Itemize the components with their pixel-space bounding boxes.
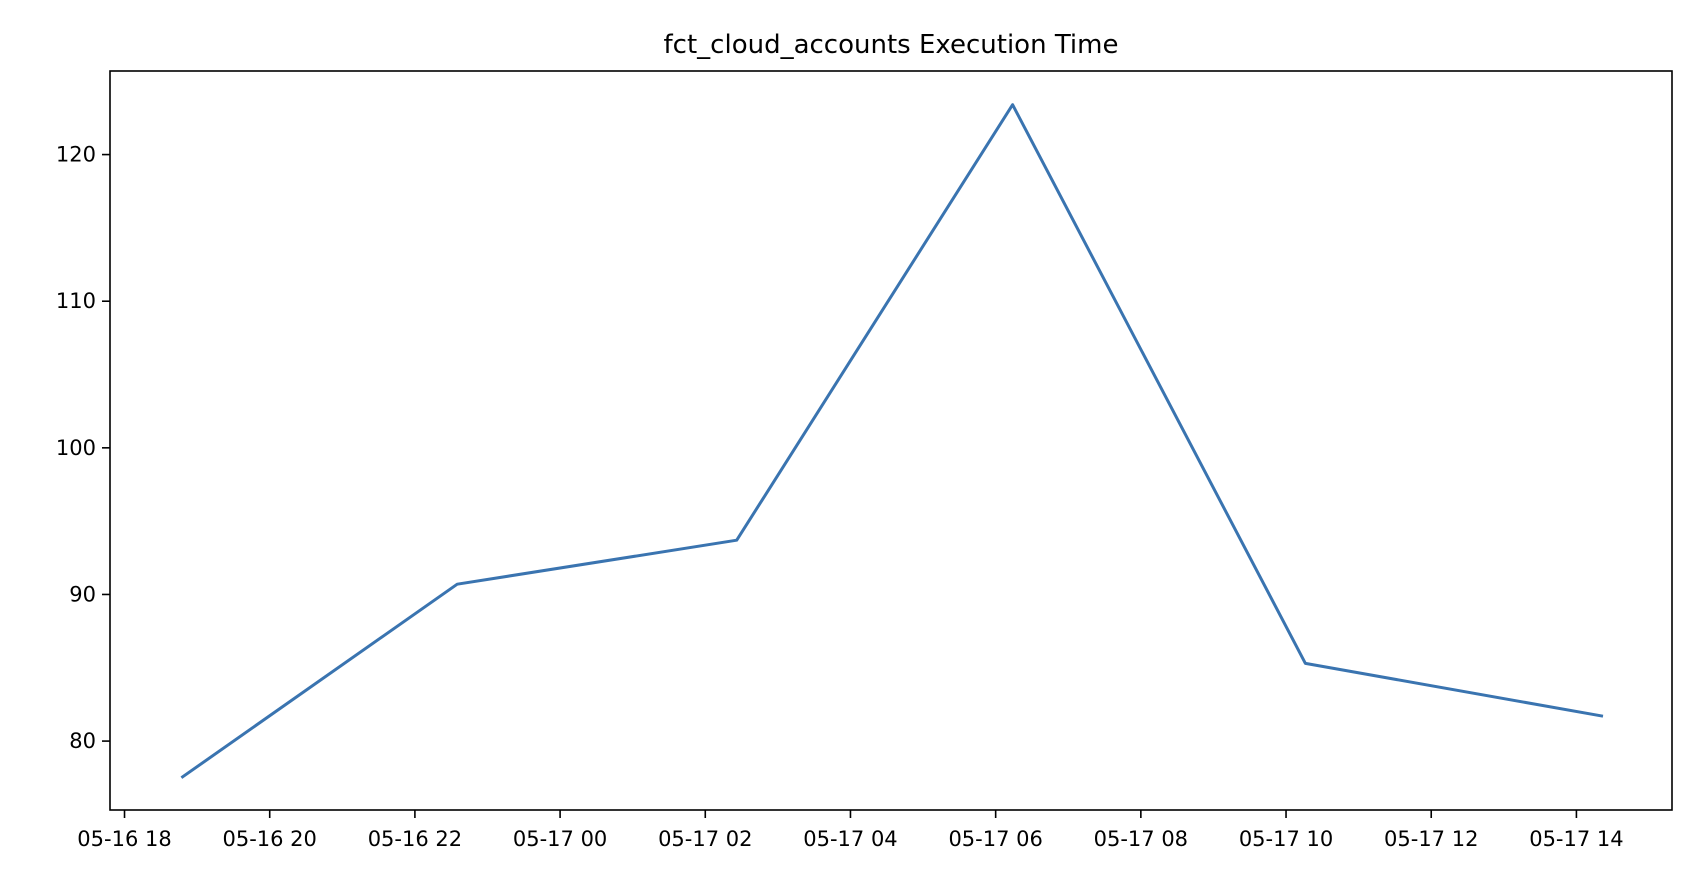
x-tick-label: 05-16 18 — [77, 827, 171, 851]
plot-frame — [109, 70, 1673, 811]
x-tick-label: 05-17 10 — [1239, 827, 1333, 851]
x-tick-label: 05-16 22 — [368, 827, 462, 851]
y-tick-label: 110 — [56, 289, 96, 313]
y-tick-label: 80 — [69, 729, 96, 753]
x-tick-label: 05-17 08 — [1094, 827, 1188, 851]
x-tick-label: 05-17 02 — [658, 827, 752, 851]
y-tick-label: 100 — [56, 436, 96, 460]
x-tick-label: 05-17 04 — [803, 827, 897, 851]
series-line — [180, 103, 1604, 779]
x-tick-label: 05-17 14 — [1529, 827, 1623, 851]
x-tick-label: 05-17 12 — [1384, 827, 1478, 851]
y-tick-label: 90 — [69, 582, 96, 606]
y-tick-label: 120 — [56, 143, 96, 167]
x-tick-label: 05-17 00 — [513, 827, 607, 851]
chart-title: fct_cloud_accounts Execution Time — [664, 30, 1119, 60]
x-tick-label: 05-17 06 — [948, 827, 1042, 851]
x-tick-label: 05-16 20 — [222, 827, 316, 851]
